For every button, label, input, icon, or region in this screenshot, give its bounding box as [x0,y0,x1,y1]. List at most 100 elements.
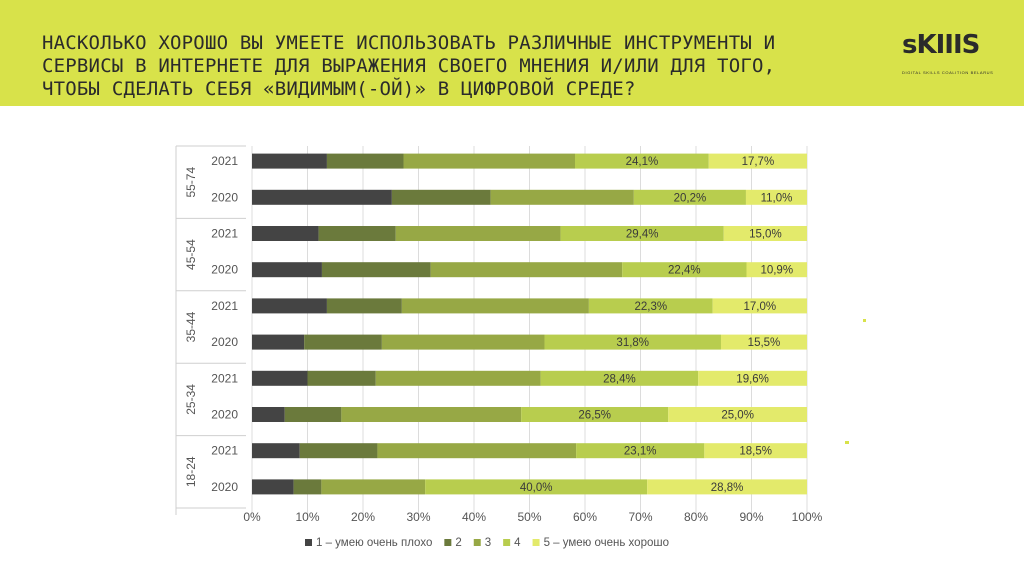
bar-segment [712,298,807,314]
title-line-3: ЧТОБЫ СДЕЛАТЬ СЕБЯ «ВИДИМЫМ(-ОЙ)» В ЦИФР… [42,78,636,100]
bar-segment [395,226,561,241]
bar-segment [307,370,376,386]
data-label: 22,4% [668,265,701,277]
group-label: 18-24 [184,456,198,487]
bar-segment [704,443,807,459]
group-label: 45-54 [184,239,198,270]
bar-segment [252,262,322,278]
data-label: 15,5% [748,337,781,349]
bar-segment [252,226,319,241]
logo: sKIIIS DIGITAL SKILLS COALITION BELARUS [902,30,994,80]
bar-segment [318,226,396,241]
data-label: 15,0% [749,229,782,241]
legend-swatch [503,539,511,546]
data-label: 20,2% [674,192,707,204]
bar-segment [252,189,392,205]
legend-label: 1 – умею очень плохо [316,537,432,549]
year-label: 2020 [211,263,238,277]
logo-tagline: DIGITAL SKILLS COALITION BELARUS [902,70,994,75]
x-tick-label: 30% [406,510,430,524]
legend-swatch [473,539,481,546]
group-label: 55-74 [184,167,198,198]
bar-segment [375,370,541,386]
decorative-dot [845,441,849,444]
bar-segment [252,153,327,169]
bar-segment [377,443,577,459]
data-label: 28,8% [711,482,744,494]
bar-segment [490,189,634,205]
bar-segment [647,479,807,495]
x-tick-label: 10% [295,510,319,524]
year-label: 2020 [211,480,238,494]
legend-label: 2 [455,537,461,549]
legend-swatch [444,539,452,546]
bar-segment [425,479,648,495]
data-label: 17,7% [742,156,775,168]
year-label: 2020 [211,408,238,422]
year-label: 2020 [211,335,238,349]
bar-segment [304,334,382,350]
bar-segment [708,153,807,169]
bar-segment [745,189,807,205]
data-label: 31,8% [616,337,649,349]
logo-text: sKIIIS [902,30,980,60]
data-label: 17,0% [744,301,777,313]
data-label: 28,4% [603,373,636,385]
bar-segment [321,479,426,495]
data-label: 23,1% [624,446,657,458]
group-label: 35-44 [184,311,198,342]
bar-segment [588,298,713,314]
data-label: 26,5% [578,410,611,422]
x-tick-label: 80% [684,510,708,524]
data-label: 29,4% [626,229,659,241]
bar-segment [326,153,404,169]
bar-segment [252,407,285,422]
year-label: 2021 [211,227,238,241]
header-banner: НАСКОЛЬКО ХОРОШО ВЫ УМЕЕТЕ ИСПОЛЬЗОВАТЬ … [0,0,1024,106]
bar-segment [326,298,402,314]
x-tick-label: 20% [351,510,375,524]
bar-segment [252,298,327,314]
legend-swatch [305,539,312,546]
bar-segment [723,226,807,241]
title-line-2: СЕРВИСЫ В ИНТЕРНЕТЕ ДЛЯ ВЫРАЖЕНИЯ СВОЕГО… [42,55,776,77]
bar-segment [321,262,431,278]
bar-segment [403,153,576,169]
data-label: 24,1% [626,156,659,168]
bar-segment [401,298,589,314]
x-tick-label: 70% [628,510,652,524]
bar-segment [575,153,709,169]
bar-segment [252,334,305,350]
x-tick-label: 0% [243,510,261,524]
bar-segment [430,262,623,278]
legend-label: 5 – умею очень хорошо [544,537,669,549]
bar-segment [341,407,522,422]
x-tick-label: 60% [573,510,597,524]
bar-segment [299,443,378,459]
year-label: 2021 [211,154,238,168]
page-title: НАСКОЛЬКО ХОРОШО ВЫ УМЕЕТЕ ИСПОЛЬЗОВАТЬ … [42,32,862,101]
year-label: 2021 [211,444,238,458]
bar-segment [746,262,807,278]
bar-segment [633,189,746,205]
bar-segment [668,407,807,422]
bar-segment [293,479,322,495]
x-tick-label: 90% [739,510,763,524]
data-label: 11,0% [761,192,793,204]
data-label: 40,0% [520,482,553,494]
title-line-1: НАСКОЛЬКО ХОРОШО ВЫ УМЕЕТЕ ИСПОЛЬЗОВАТЬ … [42,32,776,54]
decorative-dot [863,319,866,322]
data-label: 19,6% [736,373,769,385]
bar-segment [391,189,491,205]
x-tick-label: 100% [792,510,823,524]
bar-segment [720,334,807,350]
year-label: 2021 [211,371,238,385]
bar-segment [284,407,342,422]
data-label: 18,5% [739,446,772,458]
bar-segment [576,443,705,459]
year-label: 2021 [211,299,238,313]
data-label: 10,9% [760,265,793,277]
bar-segment [252,443,300,459]
legend-label: 3 [485,537,491,549]
